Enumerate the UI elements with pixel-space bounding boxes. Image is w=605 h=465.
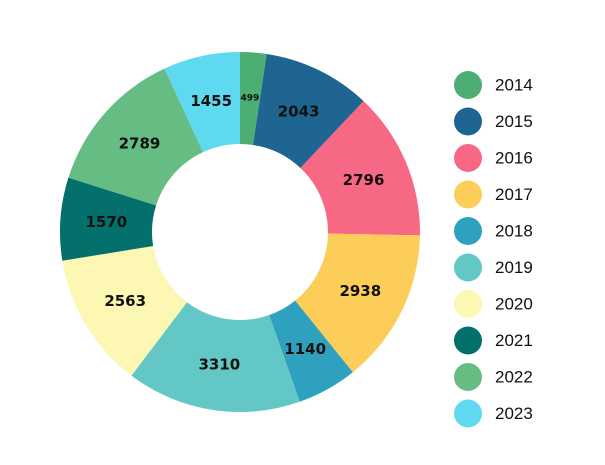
legend-label-2020: 2020 <box>495 295 533 314</box>
legend-swatch-2019 <box>454 253 482 282</box>
legend-label-2015: 2015 <box>495 112 533 131</box>
legend-label-2018: 2018 <box>495 222 533 241</box>
legend-swatch-2021 <box>454 326 482 355</box>
legend-swatch-2022 <box>454 363 482 391</box>
slice-2022 <box>68 68 204 206</box>
legend-swatch-2017 <box>454 180 482 209</box>
slice-value-label-2016: 2796 <box>343 171 385 189</box>
legend-swatch-2018 <box>454 217 482 245</box>
legend-label-2014: 2014 <box>495 76 533 95</box>
slice-value-label-2022: 2789 <box>119 134 161 152</box>
legend-label-2023: 2023 <box>495 404 533 423</box>
legend-swatch-2014 <box>454 71 482 99</box>
legend-label-2016: 2016 <box>495 149 533 168</box>
legend-swatch-2015 <box>454 107 482 136</box>
slice-2016 <box>300 101 420 236</box>
slice-2017 <box>295 233 420 373</box>
slice-2014 <box>240 52 267 145</box>
slice-2021 <box>60 177 157 261</box>
slice-value-label-2017: 2938 <box>339 282 381 300</box>
slice-value-label-2023: 1455 <box>190 92 232 110</box>
slice-value-label-2018: 1140 <box>284 340 326 358</box>
slice-value-label-2014: 499 <box>241 93 260 103</box>
slice-value-label-2021: 1570 <box>85 213 127 231</box>
legend-label-2017: 2017 <box>495 185 533 204</box>
donut-slices <box>60 52 420 412</box>
legend-swatch-2023 <box>454 399 482 428</box>
slice-2015 <box>253 53 364 169</box>
legend-swatch-2020 <box>454 290 482 318</box>
legend-swatch-2016 <box>454 144 482 172</box>
slice-2023 <box>164 52 240 153</box>
slice-value-labels: 499 2043 2796 2938 1140 3310 2563 1570 2789 1455 <box>85 92 384 373</box>
slice-2019 <box>131 302 300 412</box>
slice-value-label-2019: 3310 <box>198 355 240 373</box>
slice-2018 <box>269 300 353 402</box>
slice-2020 <box>62 246 187 376</box>
legend-label-2022: 2022 <box>495 368 533 387</box>
chart-legend: 2014 2015 2016 2017 2018 2019 2020 2021 2022 2023 <box>454 71 533 428</box>
slice-value-label-2015: 2043 <box>278 102 320 120</box>
slice-value-label-2020: 2563 <box>104 292 146 310</box>
legend-label-2021: 2021 <box>495 331 533 350</box>
legend-label-2019: 2019 <box>495 258 533 277</box>
